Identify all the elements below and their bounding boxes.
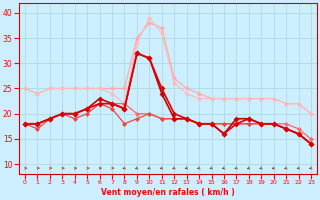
X-axis label: Vent moyen/en rafales ( km/h ): Vent moyen/en rafales ( km/h ) <box>101 188 235 197</box>
